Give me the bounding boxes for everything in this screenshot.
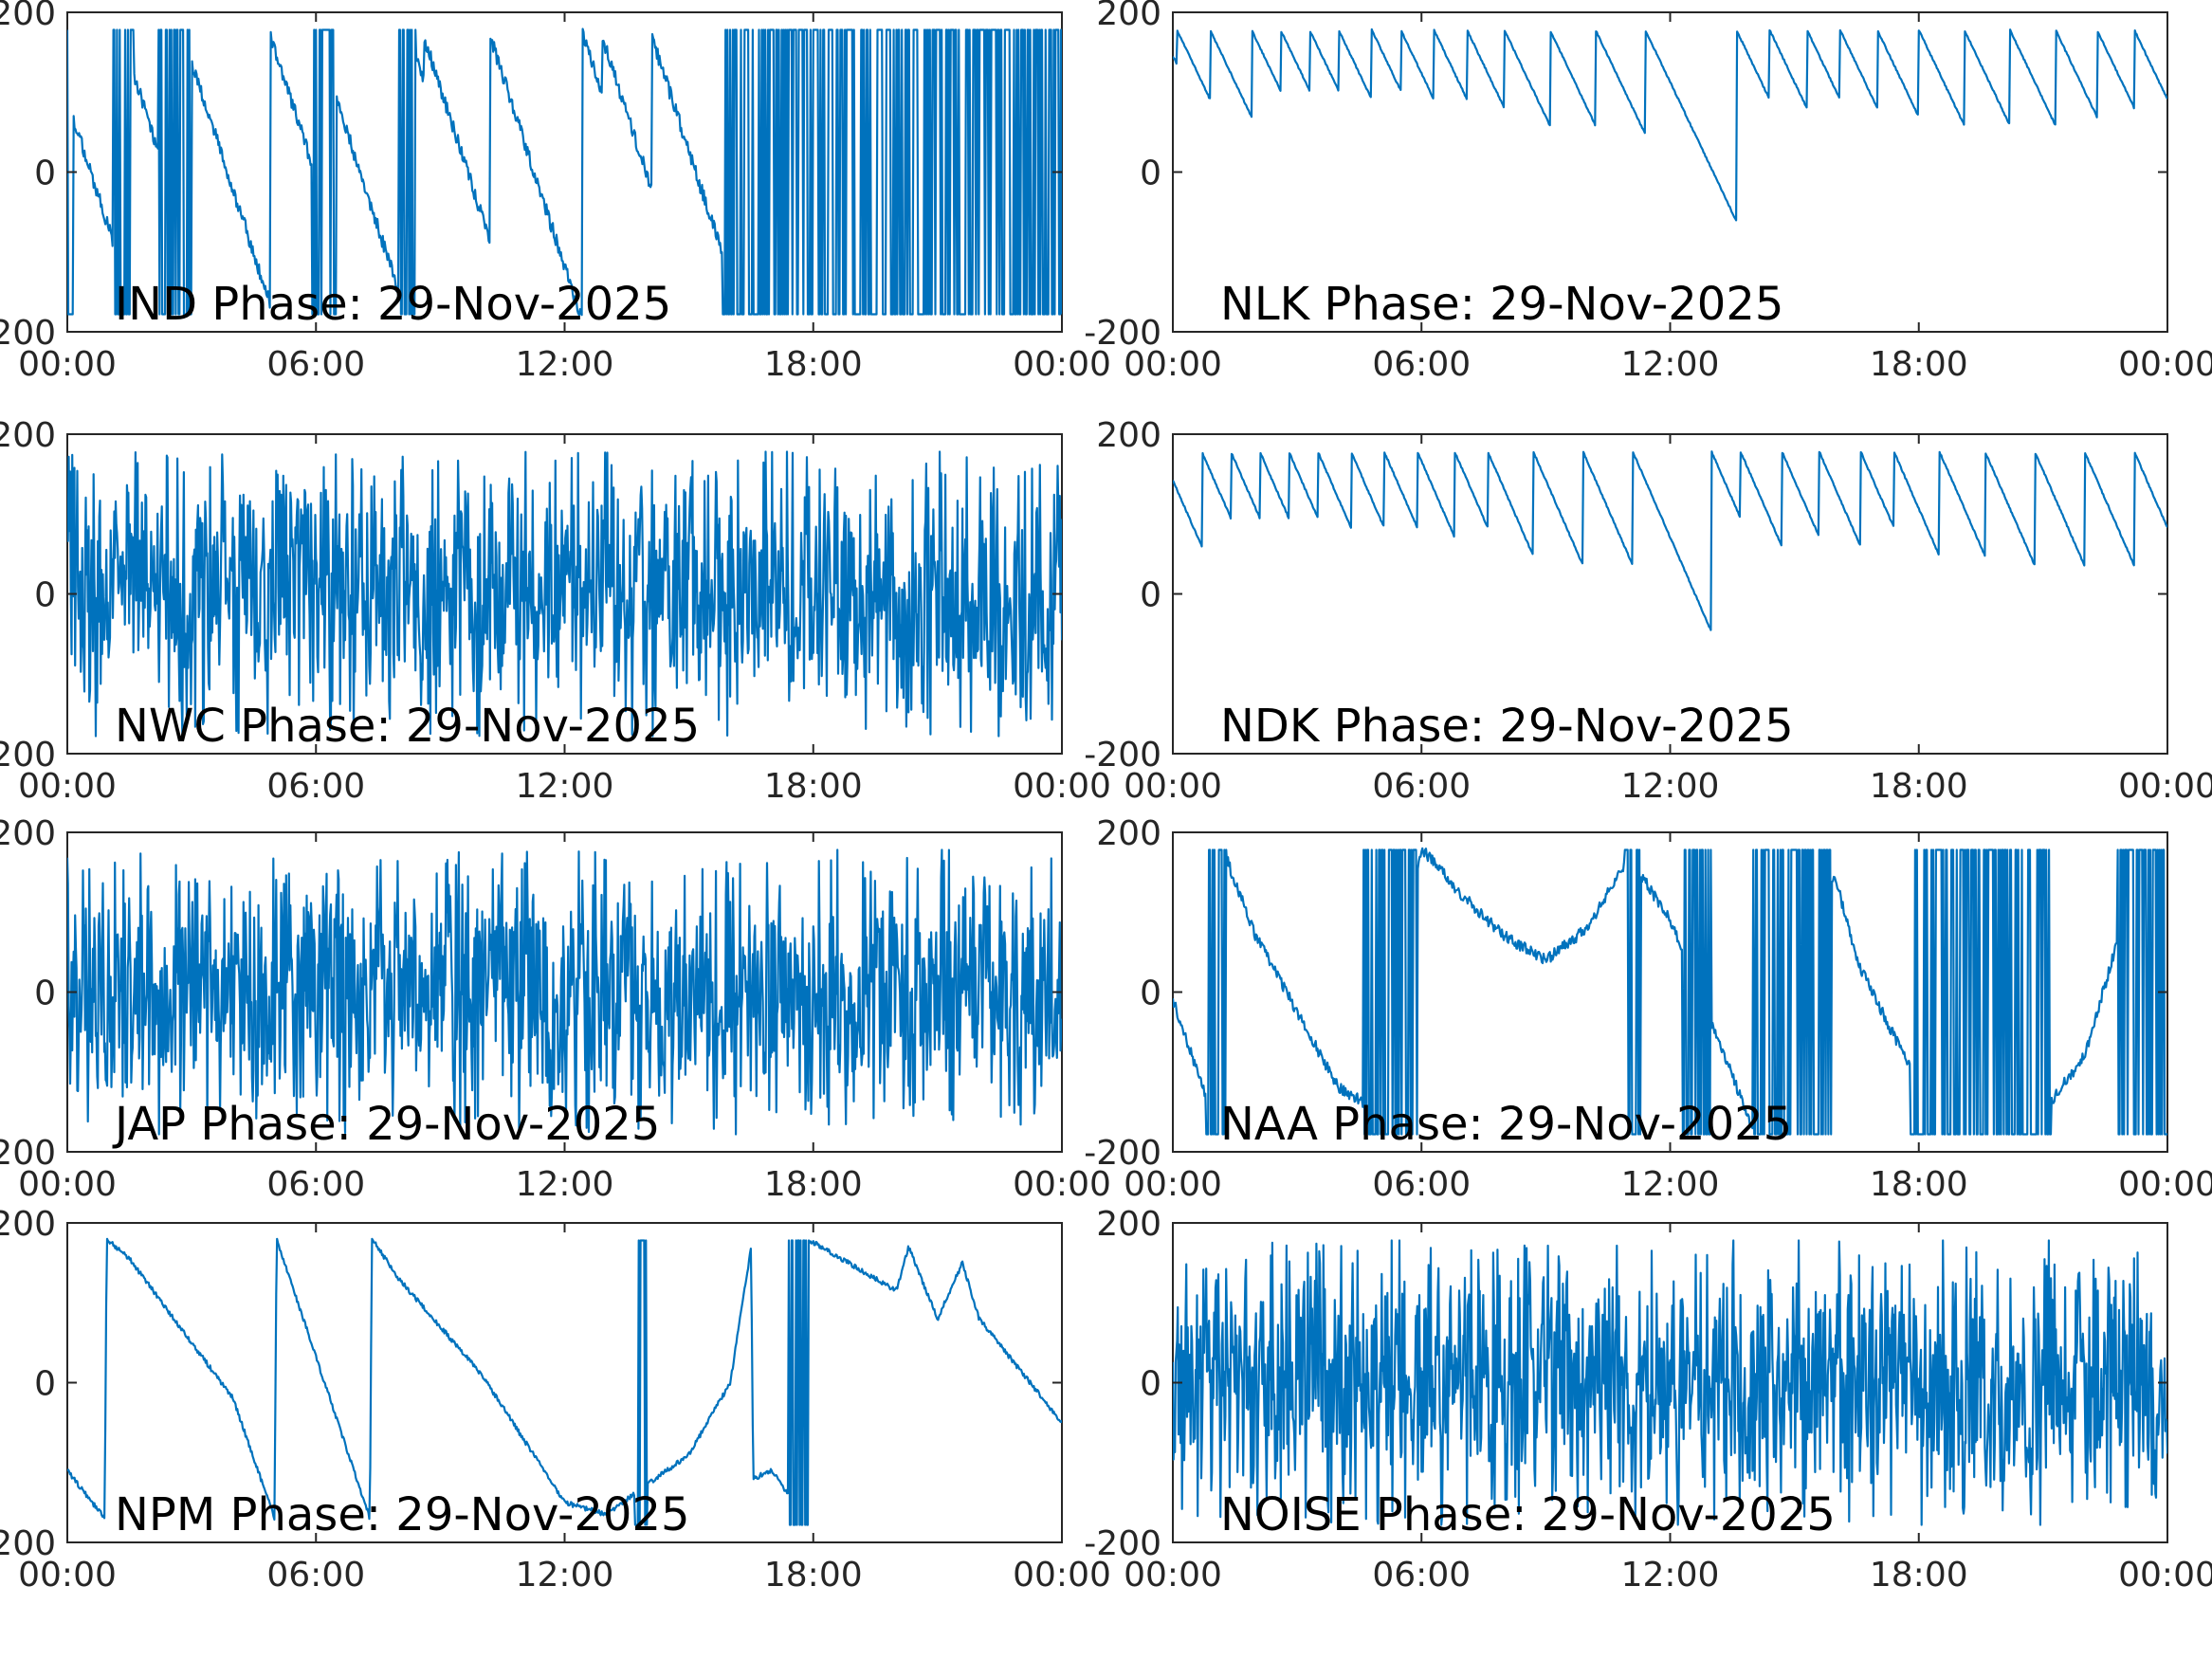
phase-series-line — [67, 848, 1062, 1136]
x-tick-label: 12:00 — [1621, 345, 1720, 384]
x-tick-label: 00:00 — [2118, 345, 2212, 384]
y-tick-label: 200 — [1096, 0, 1161, 33]
x-tick-label: 00:00 — [2118, 1165, 2212, 1204]
x-tick-label: 06:00 — [1372, 767, 1471, 806]
y-tick-label: 200 — [0, 416, 56, 455]
y-tick-label: -200 — [1084, 736, 1161, 775]
y-tick-label: 0 — [34, 1365, 56, 1404]
x-tick-label: 12:00 — [1621, 1556, 1720, 1595]
x-tick-label: 12:00 — [516, 1556, 614, 1595]
y-tick-label: -200 — [0, 1134, 56, 1173]
x-tick-label: 12:00 — [516, 767, 614, 806]
x-tick-label: 00:00 — [18, 345, 117, 384]
x-tick-label: 00:00 — [1124, 1556, 1222, 1595]
y-tick-label: 0 — [34, 155, 56, 193]
y-tick-label: 200 — [0, 1205, 56, 1244]
y-tick-label: 200 — [1096, 1205, 1161, 1244]
phase-series-line — [67, 1237, 1062, 1526]
x-tick-label: 00:00 — [1124, 767, 1222, 806]
panel-label: NAA Phase: 29-Nov-2025 — [1220, 1098, 1792, 1151]
x-tick-label: 00:00 — [18, 767, 117, 806]
x-tick-label: 00:00 — [18, 1556, 117, 1595]
y-tick-label: 0 — [1140, 576, 1161, 615]
x-tick-label: 18:00 — [764, 345, 863, 384]
x-tick-label: 18:00 — [1870, 345, 1968, 384]
x-tick-label: 06:00 — [266, 1556, 365, 1595]
y-tick-label: -200 — [0, 314, 56, 353]
x-tick-label: 00:00 — [1013, 767, 1111, 806]
x-tick-label: 18:00 — [764, 767, 863, 806]
phase-series-line — [1173, 27, 2167, 222]
x-tick-label: 18:00 — [764, 1165, 863, 1204]
x-tick-label: 00:00 — [1013, 1165, 1111, 1204]
phase-series-line — [67, 450, 1062, 738]
y-tick-label: 200 — [1096, 814, 1161, 853]
x-tick-label: 12:00 — [516, 1165, 614, 1204]
x-tick-label: 18:00 — [1870, 767, 1968, 806]
x-tick-label: 12:00 — [1621, 767, 1720, 806]
x-tick-label: 06:00 — [1372, 1165, 1471, 1204]
phase-series-line — [1173, 847, 2167, 1136]
x-tick-label: 00:00 — [2118, 767, 2212, 806]
x-tick-label: 12:00 — [516, 345, 614, 384]
y-tick-label: -200 — [0, 1524, 56, 1563]
x-tick-label: 18:00 — [1870, 1165, 1968, 1204]
y-tick-label: 0 — [1140, 1365, 1161, 1404]
x-tick-label: 06:00 — [266, 767, 365, 806]
x-tick-label: 06:00 — [266, 1165, 365, 1204]
x-tick-label: 12:00 — [1621, 1165, 1720, 1204]
panel-label: NPM Phase: 29-Nov-2025 — [115, 1488, 690, 1541]
x-tick-label: 00:00 — [1013, 1556, 1111, 1595]
x-tick-label: 00:00 — [1124, 345, 1222, 384]
y-tick-label: 0 — [34, 975, 56, 1013]
phase-series-line — [67, 27, 1062, 317]
x-tick-label: 06:00 — [1372, 345, 1471, 384]
panel-label: NOISE Phase: 29-Nov-2025 — [1220, 1488, 1836, 1541]
panel-label: NWC Phase: 29-Nov-2025 — [115, 700, 700, 753]
y-tick-label: 200 — [0, 814, 56, 853]
panel-label: IND Phase: 29-Nov-2025 — [115, 278, 671, 331]
panel-label: NLK Phase: 29-Nov-2025 — [1220, 278, 1783, 331]
y-tick-label: -200 — [1084, 1524, 1161, 1563]
y-tick-label: -200 — [1084, 314, 1161, 353]
panel-label: JAP Phase: 29-Nov-2025 — [112, 1098, 660, 1151]
x-tick-label: 18:00 — [1870, 1556, 1968, 1595]
phase-series-line — [1173, 1239, 2167, 1526]
x-tick-label: 18:00 — [764, 1556, 863, 1595]
y-tick-label: 0 — [34, 576, 56, 615]
panel-label: NDK Phase: 29-Nov-2025 — [1220, 700, 1794, 753]
x-tick-label: 06:00 — [266, 345, 365, 384]
y-tick-label: -200 — [1084, 1134, 1161, 1173]
y-tick-label: 200 — [0, 0, 56, 33]
phase-series-line — [1173, 450, 2167, 631]
y-tick-label: 0 — [1140, 155, 1161, 193]
x-tick-label: 00:00 — [18, 1165, 117, 1204]
x-tick-label: 00:00 — [1013, 345, 1111, 384]
x-tick-label: 06:00 — [1372, 1556, 1471, 1595]
axes-frame — [66, 1222, 1063, 1543]
x-tick-label: 00:00 — [1124, 1165, 1222, 1204]
y-tick-label: 0 — [1140, 975, 1161, 1013]
y-tick-label: -200 — [0, 736, 56, 775]
x-tick-label: 00:00 — [2118, 1556, 2212, 1595]
y-tick-label: 200 — [1096, 416, 1161, 455]
